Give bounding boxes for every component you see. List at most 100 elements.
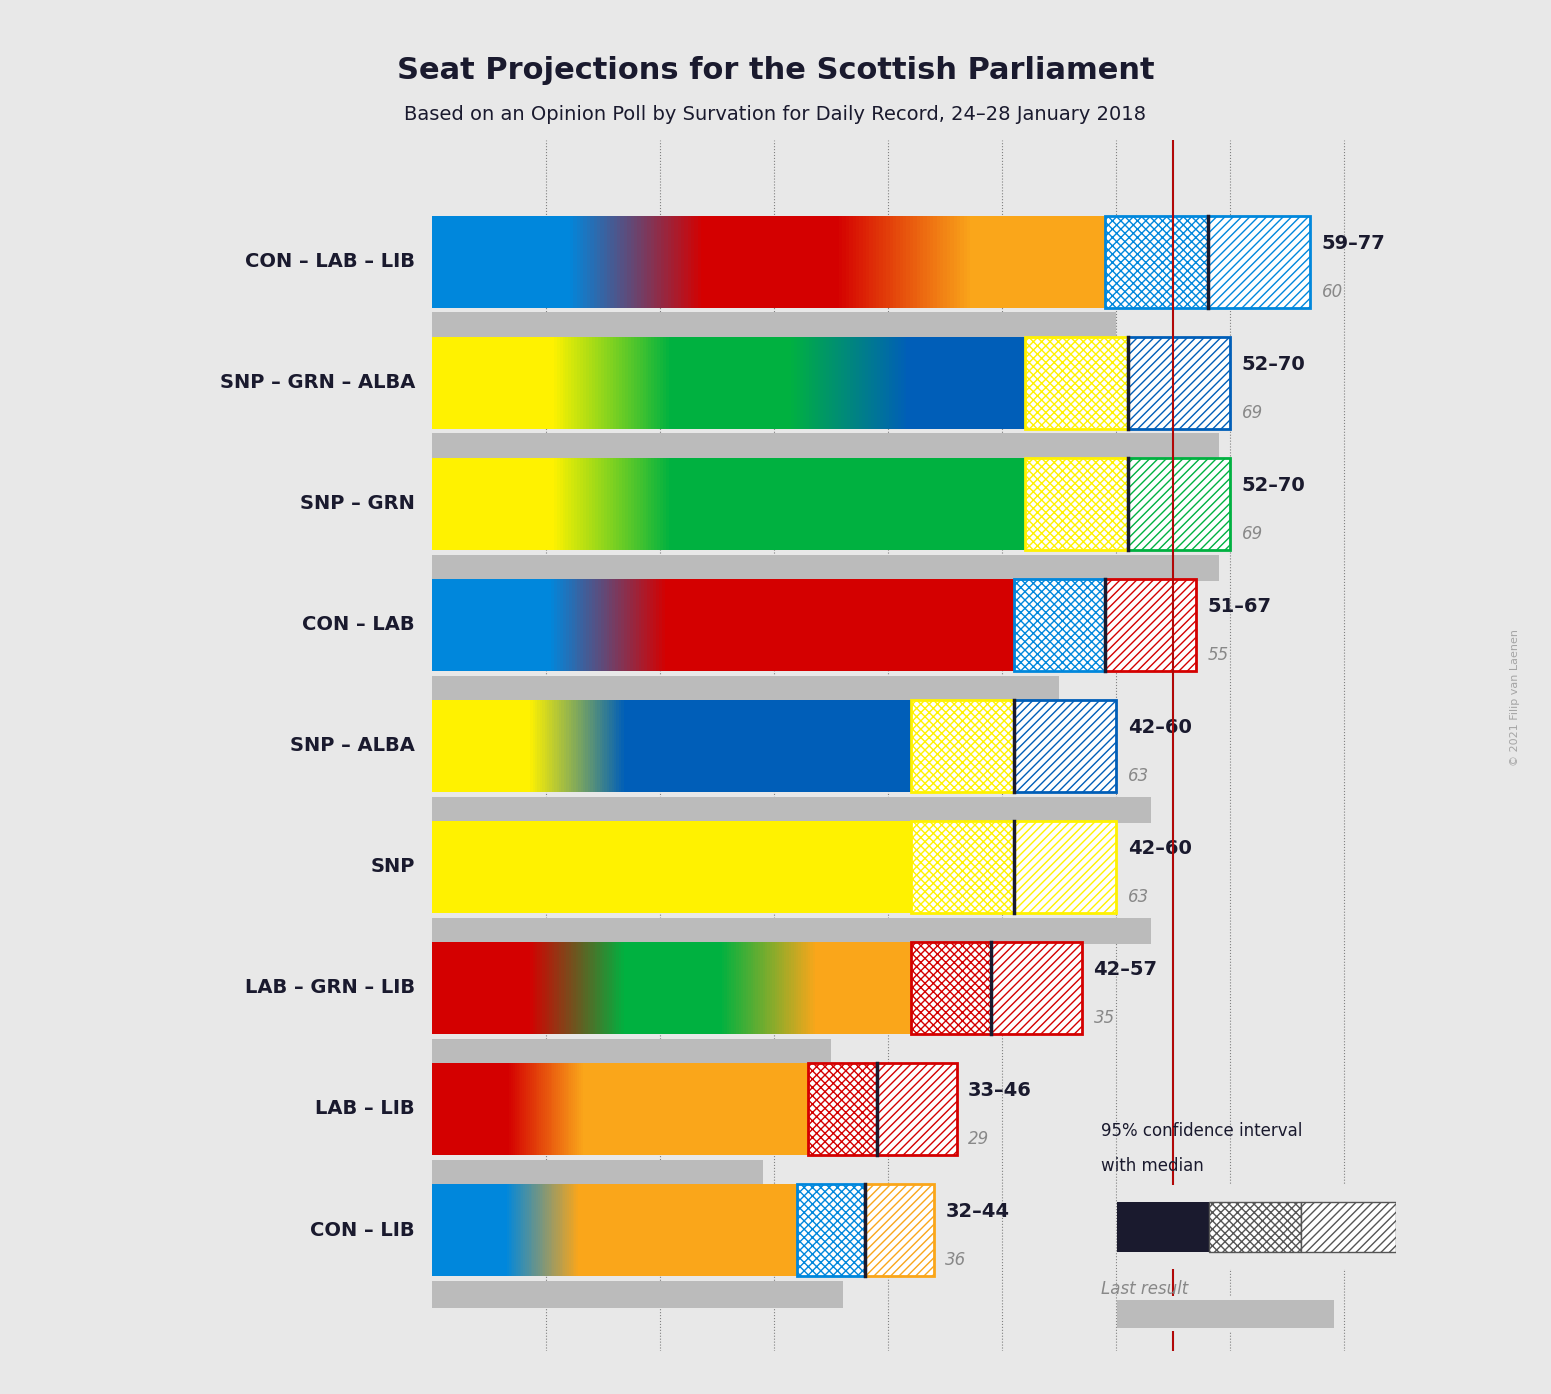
Bar <box>648 1064 650 1156</box>
Text: SNP – ALBA: SNP – ALBA <box>290 736 416 756</box>
Bar <box>664 1184 665 1276</box>
Bar <box>974 216 977 308</box>
Bar <box>592 1064 594 1156</box>
Bar <box>803 821 805 913</box>
Bar <box>816 942 817 1034</box>
Bar <box>636 821 637 913</box>
Bar <box>820 942 822 1034</box>
Bar <box>963 216 966 308</box>
Bar <box>869 942 870 1034</box>
Bar <box>910 216 914 308</box>
Bar <box>983 457 986 549</box>
Bar <box>518 336 521 428</box>
Bar <box>465 457 467 549</box>
Bar <box>647 1184 650 1276</box>
Bar <box>627 1064 628 1156</box>
Bar <box>755 579 758 671</box>
Bar <box>748 1064 751 1156</box>
Bar <box>842 216 845 308</box>
Bar <box>665 1184 667 1276</box>
Bar <box>873 457 876 549</box>
Bar <box>937 457 938 549</box>
Bar <box>689 1184 692 1276</box>
FancyBboxPatch shape <box>1301 1202 1396 1252</box>
Bar <box>616 457 619 549</box>
Bar <box>504 1064 506 1156</box>
Bar <box>979 579 982 671</box>
Bar <box>537 1184 538 1276</box>
Bar <box>830 579 833 671</box>
Bar <box>501 700 504 792</box>
Bar <box>681 336 684 428</box>
Bar <box>485 942 487 1034</box>
Bar <box>639 579 642 671</box>
Bar <box>675 336 678 428</box>
Bar <box>496 1184 498 1276</box>
Bar <box>516 700 518 792</box>
Bar <box>468 942 470 1034</box>
Bar <box>712 1064 715 1156</box>
Bar <box>741 216 744 308</box>
Bar <box>712 700 715 792</box>
Bar <box>794 821 796 913</box>
Bar <box>819 579 822 671</box>
Bar <box>639 1064 641 1156</box>
Bar <box>782 216 785 308</box>
Bar <box>673 1184 675 1276</box>
Bar <box>444 579 447 671</box>
Bar <box>509 700 512 792</box>
Bar <box>743 821 746 913</box>
Bar <box>453 216 456 308</box>
Bar <box>834 942 838 1034</box>
Bar <box>883 579 886 671</box>
Bar <box>703 579 706 671</box>
Bar <box>437 1064 439 1156</box>
Bar <box>444 700 447 792</box>
Bar <box>704 336 707 428</box>
Bar <box>580 1184 582 1276</box>
Bar <box>918 336 921 428</box>
Bar <box>955 579 959 671</box>
Bar <box>513 216 516 308</box>
Bar <box>554 216 557 308</box>
Bar <box>622 457 625 549</box>
Bar <box>803 700 805 792</box>
Bar <box>521 942 523 1034</box>
Bar <box>526 579 527 671</box>
Bar <box>729 1184 731 1276</box>
Bar <box>585 1184 588 1276</box>
Bar <box>602 1064 603 1156</box>
Bar <box>526 1064 527 1156</box>
Bar <box>974 457 977 549</box>
Bar <box>586 457 589 549</box>
Bar <box>687 336 690 428</box>
Bar <box>489 1064 490 1156</box>
Bar <box>782 942 785 1034</box>
Bar <box>993 457 996 549</box>
Bar <box>906 821 909 913</box>
Bar <box>619 1184 620 1276</box>
Bar <box>765 216 768 308</box>
Bar <box>478 1064 479 1156</box>
Text: Based on an Opinion Poll by Survation for Daily Record, 24–28 January 2018: Based on an Opinion Poll by Survation fo… <box>405 105 1146 124</box>
Bar <box>482 1184 485 1276</box>
Bar <box>738 942 741 1034</box>
Bar <box>436 1064 437 1156</box>
Bar <box>799 821 800 913</box>
Bar <box>641 821 642 913</box>
Bar <box>715 216 718 308</box>
Bar <box>670 579 673 671</box>
Bar <box>433 312 1117 339</box>
Bar <box>512 1184 513 1276</box>
Bar <box>726 1064 727 1156</box>
Bar <box>741 942 743 1034</box>
Bar <box>858 942 861 1034</box>
Bar <box>636 1184 637 1276</box>
Text: 95% confidence interval: 95% confidence interval <box>1101 1122 1303 1140</box>
Bar <box>512 1064 513 1156</box>
Bar <box>479 336 482 428</box>
Bar <box>642 821 645 913</box>
Bar <box>748 1184 749 1276</box>
Bar <box>543 216 546 308</box>
Bar <box>606 336 610 428</box>
